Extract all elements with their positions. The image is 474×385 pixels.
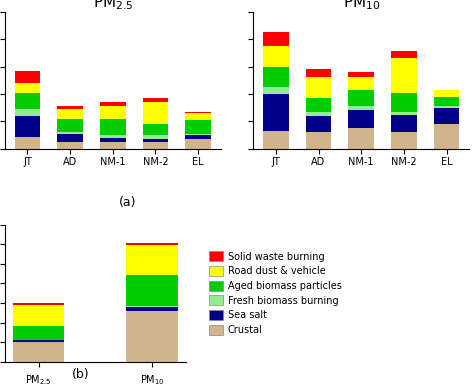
Bar (15, 93, 40, 109)
Bar (348, 72, 374, 77)
Bar (306, 69, 331, 77)
Bar (391, 132, 417, 149)
Text: PM$_{2.5}$: PM$_{2.5}$ (25, 373, 52, 385)
Bar (434, 108, 459, 124)
Bar (434, 106, 459, 108)
Bar (127, 243, 178, 245)
Bar (391, 51, 417, 58)
Text: PM$_{10}$: PM$_{10}$ (140, 373, 164, 385)
Bar (263, 32, 289, 46)
Bar (143, 124, 168, 135)
Bar (348, 106, 374, 110)
Bar (13, 303, 64, 305)
Bar (100, 142, 126, 149)
Bar (185, 112, 211, 113)
Bar (263, 46, 289, 67)
Bar (434, 97, 459, 106)
Bar (15, 137, 40, 149)
Bar (143, 98, 168, 102)
Bar (263, 94, 289, 131)
Title: PM$_{10}$: PM$_{10}$ (343, 0, 380, 12)
Bar (57, 134, 83, 142)
Bar (348, 77, 374, 90)
Bar (15, 116, 40, 137)
Bar (434, 90, 459, 97)
Bar (127, 307, 178, 311)
Bar (306, 116, 331, 132)
Title: PM$_{2.5}$: PM$_{2.5}$ (92, 0, 133, 12)
Bar (57, 109, 83, 119)
Text: (a): (a) (119, 196, 137, 209)
Bar (306, 112, 331, 116)
Bar (185, 135, 211, 139)
Bar (263, 67, 289, 87)
Bar (185, 139, 211, 149)
Bar (57, 106, 83, 109)
Bar (100, 135, 126, 138)
Bar (263, 131, 289, 149)
Bar (15, 109, 40, 116)
Bar (391, 58, 417, 93)
Bar (57, 132, 83, 134)
Bar (263, 87, 289, 94)
Bar (348, 90, 374, 106)
Text: (b): (b) (72, 368, 90, 381)
Bar (434, 124, 459, 149)
Legend: Solid waste burning, Road dust & vehicle, Aged biomass particles, Fresh biomass : Solid waste burning, Road dust & vehicle… (209, 251, 342, 335)
Bar (100, 106, 126, 119)
Bar (127, 311, 178, 362)
Bar (127, 306, 178, 307)
Bar (127, 275, 178, 306)
Bar (15, 70, 40, 83)
Bar (143, 135, 168, 139)
Bar (185, 113, 211, 120)
Bar (185, 120, 211, 134)
Bar (100, 119, 126, 135)
Bar (348, 110, 374, 128)
Bar (13, 326, 64, 340)
Bar (306, 98, 331, 112)
Bar (15, 83, 40, 93)
Bar (391, 93, 417, 112)
Bar (391, 112, 417, 115)
Bar (57, 119, 83, 132)
Bar (13, 305, 64, 326)
Bar (185, 134, 211, 135)
Bar (391, 115, 417, 132)
Bar (13, 342, 64, 362)
Bar (348, 128, 374, 149)
Bar (143, 102, 168, 124)
Bar (143, 139, 168, 142)
Bar (143, 142, 168, 149)
Bar (306, 77, 331, 98)
Bar (100, 138, 126, 142)
Bar (306, 132, 331, 149)
Bar (13, 340, 64, 342)
Bar (57, 142, 83, 149)
Bar (127, 245, 178, 275)
Bar (100, 102, 126, 106)
